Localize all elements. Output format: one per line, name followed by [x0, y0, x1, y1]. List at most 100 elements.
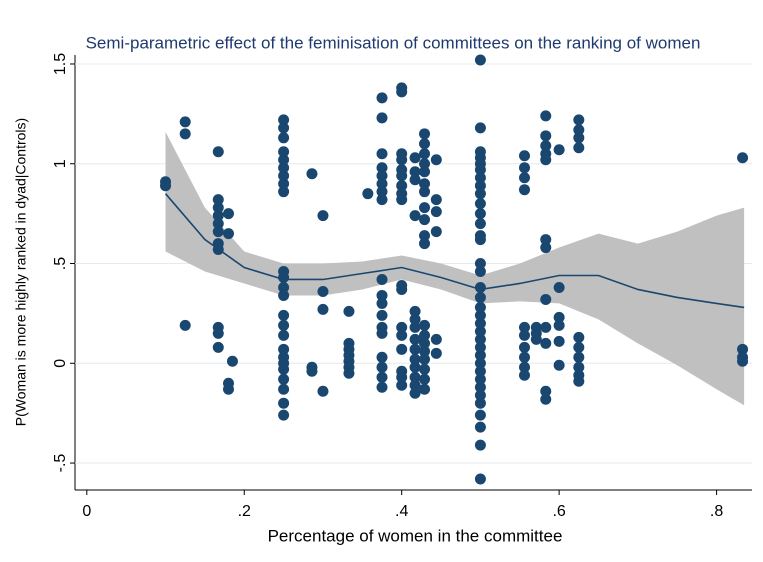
scatter-point: [396, 180, 408, 192]
scatter-point: [226, 355, 238, 367]
scatter-point: [553, 359, 565, 371]
scatter-point: [376, 309, 388, 321]
y-tick-label: 1: [52, 159, 69, 168]
scatter-point: [376, 148, 388, 160]
scatter-point: [474, 198, 486, 210]
scatter-point: [573, 375, 585, 387]
scatter-point: [223, 383, 235, 395]
scatter-point: [278, 383, 290, 395]
scatter-point: [419, 373, 431, 385]
scatter-point: [518, 351, 530, 363]
scatter-point: [419, 383, 431, 395]
scatter-point: [474, 357, 486, 369]
y-tick-label: 1.5: [52, 53, 69, 75]
scatter-point: [212, 226, 224, 238]
scatter-point: [737, 343, 749, 355]
scatter-point: [474, 301, 486, 313]
scatter-point: [409, 166, 421, 178]
scatter-point: [474, 291, 486, 303]
scatter-point: [540, 321, 552, 333]
scatter-point: [419, 230, 431, 242]
scatter-point: [430, 154, 442, 166]
scatter-point: [278, 343, 290, 355]
scatter-point: [376, 92, 388, 104]
scatter-point: [474, 341, 486, 353]
scatter-point: [376, 361, 388, 373]
scatter-point: [419, 353, 431, 365]
scatter-point: [212, 218, 224, 230]
scatter-point: [518, 172, 530, 184]
scatter-point: [317, 285, 329, 297]
scatter-point: [474, 397, 486, 409]
scatter-point: [278, 122, 290, 134]
scatter-point: [419, 337, 431, 349]
scatter-point: [409, 321, 421, 333]
scatter-point: [278, 132, 290, 144]
scatter-point: [474, 164, 486, 176]
scatter-point: [474, 188, 486, 200]
scatter-point: [409, 387, 421, 399]
scatter-point: [474, 258, 486, 270]
scatter-point: [409, 353, 421, 365]
scatter-point: [396, 86, 408, 98]
scatter-point: [409, 305, 421, 317]
scatter-point: [278, 397, 290, 409]
scatter-point: [376, 162, 388, 174]
scatter-point: [540, 130, 552, 142]
scatter-point: [419, 178, 431, 190]
scatter-point: [553, 144, 565, 156]
scatter-point: [409, 333, 421, 345]
scatter-point: [474, 266, 486, 278]
scatter-point: [474, 333, 486, 345]
scatter-point: [419, 186, 431, 198]
scatter-point: [278, 114, 290, 126]
chart-title: Semi-parametric effect of the feminisati…: [86, 33, 701, 52]
scatter-point: [553, 319, 565, 331]
scatter-point: [278, 186, 290, 198]
scatter-point: [474, 122, 486, 134]
scatter-point: [396, 329, 408, 341]
scatter-point: [419, 158, 431, 170]
scatter-point: [278, 178, 290, 190]
scatter-point: [474, 309, 486, 321]
scatter-point: [212, 194, 224, 206]
scatter-point: [518, 162, 530, 174]
scatter-point: [278, 281, 290, 293]
x-tick-label: .6: [552, 503, 565, 520]
scatter-point: [278, 162, 290, 174]
scatter-point: [419, 238, 431, 250]
scatter-point: [737, 152, 749, 164]
scatter-point: [474, 172, 486, 184]
scatter-point: [518, 361, 530, 373]
scatter-point: [474, 208, 486, 220]
scatter-point: [376, 297, 388, 309]
scatter-point: [409, 361, 421, 373]
scatter-point: [362, 188, 374, 200]
scatter-point: [278, 319, 290, 331]
scatter-point: [212, 210, 224, 222]
scatter-point: [419, 148, 431, 160]
confidence-band: [165, 131, 745, 406]
scatter-point: [306, 168, 318, 180]
scatter-point: [212, 327, 224, 339]
scatter-point: [396, 154, 408, 166]
scatter-point: [376, 351, 388, 363]
scatter-point: [278, 289, 290, 301]
scatter-point: [419, 319, 431, 331]
scatter-point: [396, 343, 408, 355]
scatter-point: [160, 180, 172, 192]
scatter-point: [474, 180, 486, 192]
scatter-point: [419, 363, 431, 375]
scatter-point: [419, 329, 431, 341]
scatter-point: [518, 341, 530, 353]
scatter-point: [540, 234, 552, 246]
scatter-point: [376, 381, 388, 393]
scatter-point: [474, 54, 486, 66]
scatter-point: [278, 363, 290, 375]
scatter-point: [179, 319, 191, 331]
scatter-point: [409, 210, 421, 222]
scatter-point: [540, 337, 552, 349]
scatter-point: [540, 385, 552, 397]
scatter-point: [474, 365, 486, 377]
